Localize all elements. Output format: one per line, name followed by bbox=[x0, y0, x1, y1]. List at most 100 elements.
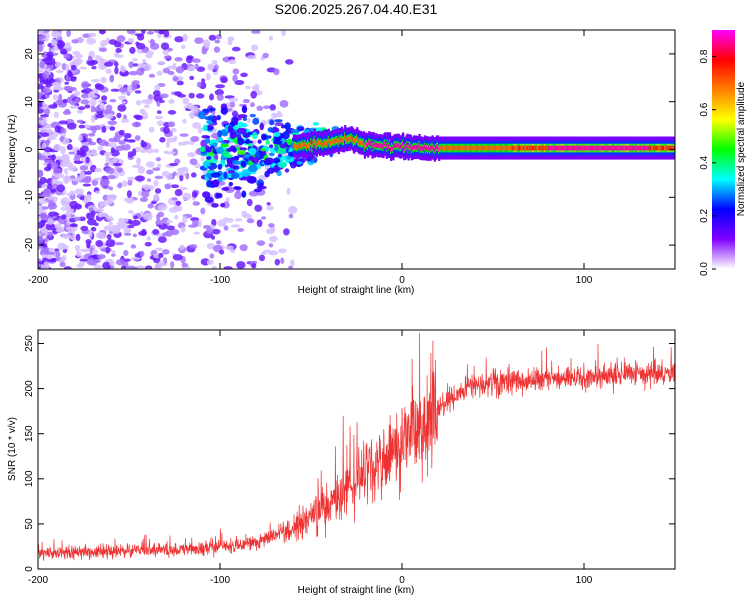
heatmap-noise-cell bbox=[245, 85, 251, 90]
heatmap-noise-cell bbox=[181, 192, 192, 201]
heatmap-noise-cell bbox=[112, 162, 122, 167]
heatmap-noise-cell bbox=[120, 118, 130, 123]
heatmap-noise-cell bbox=[133, 215, 138, 220]
heatmap-noise-cell bbox=[215, 84, 226, 89]
heatmap-noise-cell bbox=[228, 97, 239, 102]
heatmap-noise-cell bbox=[84, 104, 91, 109]
heatmap-noise-cell bbox=[96, 231, 106, 239]
heatmap-noise-cell bbox=[74, 203, 82, 210]
heatmap-noise-cell bbox=[185, 172, 190, 180]
heatmap-noise-cell bbox=[95, 113, 104, 119]
heatmap-noise-cell bbox=[211, 265, 218, 269]
heatmap-noise-cell bbox=[262, 105, 271, 109]
heatmap-noise-cell bbox=[105, 68, 112, 74]
heatmap-noise-cell bbox=[60, 206, 68, 211]
heatmap-transition-cell bbox=[237, 137, 245, 146]
heatmap-transition-cell bbox=[296, 161, 303, 165]
heatmap-transition-cell bbox=[231, 116, 239, 124]
heatmap-noise-cell bbox=[267, 223, 275, 228]
heatmap-noise-cell bbox=[146, 31, 155, 35]
heatmap-noise-cell bbox=[179, 175, 184, 182]
heatmap-noise-cell bbox=[38, 135, 42, 139]
heatmap-transition-cell bbox=[217, 176, 223, 183]
heatmap-noise-cell bbox=[41, 192, 51, 198]
heatmap-noise-cell bbox=[43, 146, 53, 153]
heatmap-transition-cell bbox=[267, 127, 274, 133]
snr-xlabel: Height of straight line (km) bbox=[298, 585, 415, 596]
heatmap-noise-cell bbox=[108, 221, 113, 226]
snr-xtick-label: -100 bbox=[210, 575, 230, 586]
heatmap-noise-cell bbox=[181, 262, 189, 268]
heatmap-noise-cell bbox=[174, 205, 183, 212]
heatmap-noise-cell bbox=[108, 262, 115, 267]
heatmap-noise-cell bbox=[190, 135, 200, 143]
heatmap-noise-cell bbox=[67, 122, 77, 130]
heatmap-noise-cell bbox=[223, 225, 229, 231]
heatmap-noise-cell bbox=[62, 175, 73, 183]
heatmap-noise-cell bbox=[64, 81, 70, 85]
heatmap-transition-cell bbox=[231, 172, 240, 179]
snr-ylabel: SNR (10 * v/v) bbox=[7, 417, 18, 481]
heatmap-noise-cell bbox=[121, 100, 127, 104]
heatmap-noise-cell bbox=[54, 62, 60, 68]
spectrogram-ytick-label: -20 bbox=[24, 237, 35, 252]
heatmap-noise-cell bbox=[156, 163, 162, 169]
heatmap-noise-cell bbox=[170, 127, 177, 133]
heatmap-noise-cell bbox=[141, 99, 148, 104]
heatmap-transition-cell bbox=[197, 111, 207, 120]
heatmap-noise-cell bbox=[99, 102, 105, 110]
heatmap-noise-cell bbox=[241, 210, 248, 217]
heatmap-transition-cell bbox=[204, 137, 211, 144]
snr-ytick-label: 200 bbox=[24, 380, 35, 397]
heatmap-noise-cell bbox=[117, 167, 124, 173]
heatmap-transition-cell bbox=[228, 181, 234, 187]
heatmap-noise-cell bbox=[223, 217, 229, 221]
heatmap-noise-cell bbox=[126, 139, 136, 143]
snr-xtick-label: 0 bbox=[399, 575, 405, 586]
heatmap-noise-cell bbox=[107, 142, 117, 148]
heatmap-noise-cell bbox=[42, 51, 48, 59]
heatmap-noise-cell bbox=[156, 70, 163, 76]
heatmap-noise-cell bbox=[100, 178, 110, 186]
heatmap-noise-cell bbox=[123, 232, 132, 236]
heatmap-noise-cell bbox=[166, 137, 177, 143]
heatmap-noise-cell bbox=[279, 99, 289, 108]
heatmap-transition-cell bbox=[199, 146, 206, 152]
heatmap-noise-cell bbox=[62, 138, 70, 145]
heatmap-noise-cell bbox=[214, 39, 221, 44]
heatmap-noise-cell bbox=[94, 190, 101, 194]
heatmap-noise-cell bbox=[87, 60, 96, 66]
heatmap-noise-cell bbox=[156, 100, 161, 107]
heatmap-noise-cell bbox=[45, 81, 52, 88]
heatmap-noise-cell bbox=[39, 60, 45, 69]
heatmap-noise-cell bbox=[273, 68, 280, 76]
heatmap-noise-cell bbox=[89, 98, 97, 107]
heatmap-transition-cell bbox=[212, 142, 218, 147]
heatmap-noise-cell bbox=[130, 219, 141, 226]
heatmap-noise-cell bbox=[79, 145, 89, 153]
heatmap-noise-cell bbox=[145, 53, 153, 59]
heatmap-transition-cell bbox=[248, 155, 255, 161]
heatmap-noise-cell bbox=[61, 233, 71, 239]
heatmap-noise-cell bbox=[110, 253, 116, 257]
heatmap-noise-cell bbox=[258, 254, 266, 262]
heatmap-noise-cell bbox=[246, 118, 251, 123]
heatmap-noise-cell bbox=[113, 61, 119, 67]
heatmap-noise-cell bbox=[38, 155, 47, 161]
snr-xtick-label: -200 bbox=[28, 575, 48, 586]
heatmap-transition-cell bbox=[286, 138, 292, 146]
heatmap-noise-cell bbox=[107, 120, 118, 126]
heatmap-transition-cell bbox=[265, 139, 270, 145]
heatmap-noise-cell bbox=[268, 250, 279, 256]
heatmap-noise-cell bbox=[129, 46, 136, 54]
heatmap-noise-cell bbox=[142, 212, 153, 221]
heatmap-noise-cell bbox=[48, 247, 56, 253]
heatmap-noise-cell bbox=[95, 84, 105, 91]
heatmap-transition-cell bbox=[204, 196, 214, 203]
heatmap-transition-cell bbox=[272, 132, 281, 137]
heatmap-noise-cell bbox=[174, 158, 181, 164]
heatmap-noise-cell bbox=[186, 55, 194, 61]
heatmap-noise-cell bbox=[91, 65, 97, 70]
spectrogram-xlabel: Height of straight line (km) bbox=[298, 285, 415, 296]
heatmap-noise-cell bbox=[106, 194, 117, 202]
